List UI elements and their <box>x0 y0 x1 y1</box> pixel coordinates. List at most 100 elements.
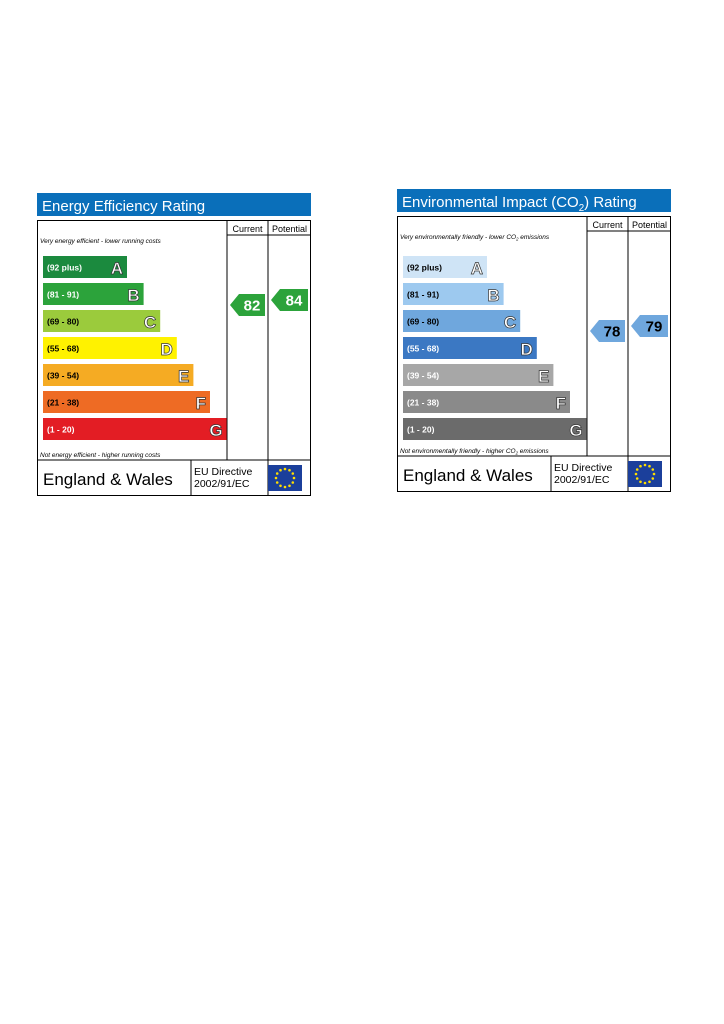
eu-star <box>292 476 296 480</box>
eu-star <box>288 468 291 472</box>
band-range: (69 - 80) <box>47 317 79 327</box>
eu-star <box>651 477 655 480</box>
eu-star <box>643 481 647 485</box>
eu-star <box>279 468 282 472</box>
column-header: Current <box>592 220 623 230</box>
band-range: (1 - 20) <box>47 425 75 435</box>
panel-title: Environmental Impact (CO2) Rating <box>402 194 637 214</box>
score-value: 82 <box>244 298 261 315</box>
text-part: Environmental Impact (CO <box>402 194 579 211</box>
rating-band <box>43 283 144 305</box>
eu-star <box>291 481 295 484</box>
rating-band <box>403 310 521 332</box>
score-arrow <box>631 315 668 337</box>
panel-title: Energy Efficiency Rating <box>42 198 205 215</box>
text-part: Very environmentally friendly - lower CO <box>400 234 516 241</box>
top-note: Very environmentally friendly - lower CO… <box>400 234 550 242</box>
rating-band <box>43 337 177 359</box>
rating-band <box>403 418 587 440</box>
band-range: (39 - 54) <box>407 371 439 381</box>
top-note: Very energy efficient - lower running co… <box>40 238 162 245</box>
band-range: (21 - 38) <box>407 398 439 408</box>
directive: 2002/91/EC <box>194 478 250 490</box>
region: England & Wales <box>43 470 173 489</box>
eu-star <box>635 477 639 480</box>
eu-star <box>283 485 287 489</box>
text-part: Not environmentally friendly - higher CO <box>400 448 516 455</box>
band-letter: F <box>556 394 566 413</box>
column-header: Current <box>232 224 263 234</box>
rating-band <box>43 391 210 413</box>
eu-star <box>639 464 642 468</box>
band-range: (92 plus) <box>407 263 442 273</box>
rating-band <box>403 256 487 278</box>
band-letter: G <box>569 421 582 440</box>
column-header: Potential <box>632 220 667 230</box>
eu-star <box>275 472 279 475</box>
band-letter: B <box>127 286 139 305</box>
rating-band <box>43 256 127 278</box>
region: England & Wales <box>403 466 533 485</box>
score-value: 79 <box>646 319 663 336</box>
eu-star <box>652 472 656 476</box>
score-value: 78 <box>604 324 621 341</box>
band-range: (81 - 91) <box>407 290 439 300</box>
eu-star <box>288 484 291 488</box>
band-letter: D <box>521 340 533 359</box>
eu-star <box>635 468 639 471</box>
eu-star <box>279 484 282 488</box>
eu-star <box>648 464 651 468</box>
column-header: Potential <box>272 224 307 234</box>
band-range: (1 - 20) <box>407 425 435 435</box>
text-part: Very energy efficient - lower running co… <box>40 238 162 245</box>
band-letter: F <box>196 394 206 413</box>
eu-star <box>634 472 638 476</box>
directive: EU Directive <box>194 466 253 478</box>
rating-band <box>43 418 227 440</box>
text-part: Not energy efficient - higher running co… <box>40 452 161 459</box>
eu-star <box>651 468 655 471</box>
eu-star <box>274 476 278 480</box>
text-part: emissions <box>518 448 549 455</box>
band-letter: E <box>538 367 549 386</box>
eu-star <box>283 467 287 471</box>
rating-band <box>43 310 161 332</box>
score-arrow <box>590 320 625 342</box>
rating-band <box>43 364 194 386</box>
band-letter: B <box>487 286 499 305</box>
eu-star <box>639 480 642 484</box>
rating-band <box>403 364 554 386</box>
band-letter: E <box>178 367 189 386</box>
band-range: (69 - 80) <box>407 317 439 327</box>
text-part: 2 <box>515 237 519 242</box>
panel-frame <box>37 220 311 496</box>
directive: 2002/91/EC <box>554 474 610 486</box>
text-part: Energy Efficiency Rating <box>42 198 205 215</box>
band-letter: C <box>504 313 516 332</box>
rating-band <box>403 391 570 413</box>
score-arrow <box>230 294 265 316</box>
band-letter: G <box>209 421 222 440</box>
eu-star <box>275 481 279 484</box>
rating-band <box>403 337 537 359</box>
score-arrow <box>271 289 308 311</box>
text-part: 2 <box>579 203 584 214</box>
eu-star <box>643 463 647 467</box>
bottom-note: Not environmentally friendly - higher CO… <box>400 448 549 456</box>
band-letter: D <box>161 340 173 359</box>
text-part: ) Rating <box>584 194 637 211</box>
band-letter: C <box>144 313 156 332</box>
title-bar <box>397 189 671 212</box>
band-range: (21 - 38) <box>47 398 79 408</box>
text-part: 2 <box>515 451 519 456</box>
directive: EU Directive <box>554 462 613 474</box>
eu-star <box>648 480 651 484</box>
band-range: (55 - 68) <box>407 344 439 354</box>
bottom-note: Not energy efficient - higher running co… <box>40 452 161 459</box>
title-bar <box>37 193 311 216</box>
text-part: emissions <box>518 234 549 241</box>
panel-frame <box>397 216 671 492</box>
band-range: (92 plus) <box>47 263 82 273</box>
